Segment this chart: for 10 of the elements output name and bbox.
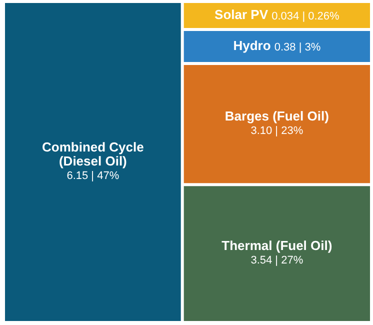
category-label: Barges (Fuel Oil) <box>224 108 329 124</box>
data-label: 3.10 | 23% <box>250 125 304 138</box>
data-label: 0.38 | 3% <box>274 42 321 54</box>
category-label: Solar PV <box>214 7 268 22</box>
category-label: Hydro <box>233 38 271 54</box>
data-label: 3.54 | 27% <box>250 254 304 267</box>
data-label: 6.15 | 47% <box>66 170 120 182</box>
category-label: Thermal (Fuel Oil) <box>222 238 332 254</box>
category-label: Combined Cycle (Diesel Oil) <box>42 140 144 169</box>
data-label: 0.034 | 0.26% <box>272 10 340 23</box>
